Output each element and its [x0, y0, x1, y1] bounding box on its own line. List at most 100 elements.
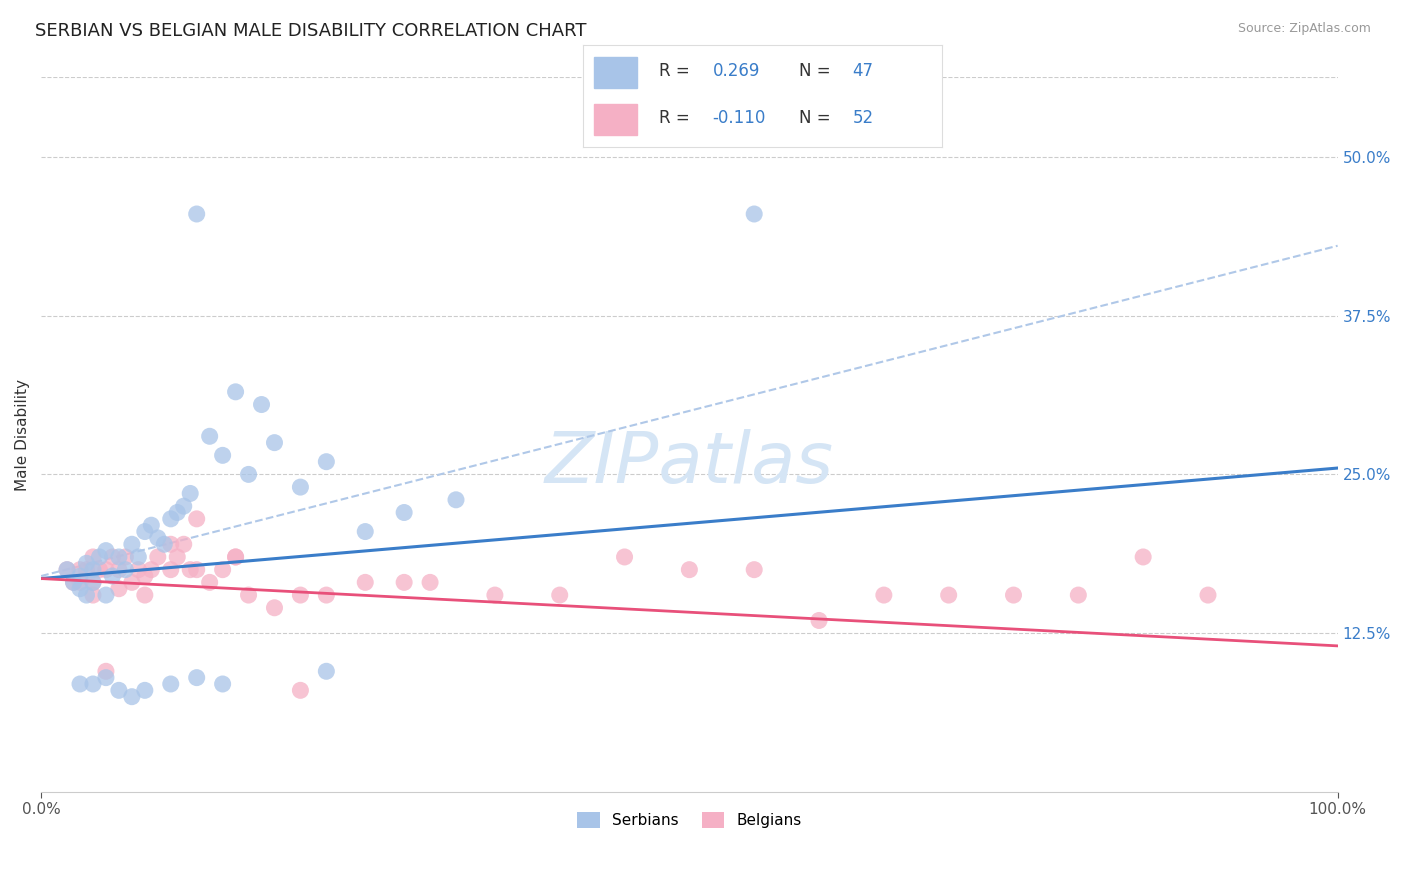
Point [82, 677, 104, 691]
Text: N =: N = [799, 62, 835, 80]
Point [873, 588, 896, 602]
Point [225, 549, 247, 564]
Point [159, 512, 181, 526]
Point [69, 563, 91, 577]
Point [76, 557, 98, 571]
Point [444, 492, 467, 507]
Point [484, 588, 506, 602]
Point [354, 524, 377, 539]
Point [613, 549, 636, 564]
Point [134, 588, 156, 602]
Point [211, 448, 233, 462]
Text: 52: 52 [852, 110, 873, 128]
Point [186, 563, 208, 577]
Point [290, 480, 312, 494]
Point [89, 563, 111, 577]
Point [141, 518, 163, 533]
Point [186, 207, 208, 221]
Point [315, 665, 337, 679]
Point [94, 543, 117, 558]
Point [134, 683, 156, 698]
Point [238, 467, 260, 482]
Point [159, 537, 181, 551]
Point [290, 588, 312, 602]
Point [392, 506, 415, 520]
Text: 0.269: 0.269 [713, 62, 759, 80]
Point [159, 677, 181, 691]
Y-axis label: Male Disability: Male Disability [15, 379, 30, 491]
Point [134, 569, 156, 583]
Point [121, 537, 143, 551]
Text: N =: N = [799, 110, 835, 128]
Point [101, 549, 124, 564]
Text: R =: R = [659, 62, 695, 80]
Point [82, 549, 104, 564]
Point [108, 549, 131, 564]
Point [82, 575, 104, 590]
Point [225, 549, 247, 564]
Point [121, 575, 143, 590]
Point [76, 588, 98, 602]
Point [76, 563, 98, 577]
Point [263, 600, 285, 615]
Point [186, 512, 208, 526]
Text: R =: R = [659, 110, 695, 128]
Text: Source: ZipAtlas.com: Source: ZipAtlas.com [1237, 22, 1371, 36]
Point [742, 563, 765, 577]
Point [173, 537, 195, 551]
Point [89, 549, 111, 564]
Point [1197, 588, 1219, 602]
Point [186, 671, 208, 685]
Point [808, 614, 831, 628]
Point [153, 537, 176, 551]
Point [548, 588, 571, 602]
Point [211, 677, 233, 691]
Point [238, 588, 260, 602]
Point [173, 499, 195, 513]
Point [108, 683, 131, 698]
Legend: Serbians, Belgians: Serbians, Belgians [571, 806, 808, 834]
Text: ZIPatlas: ZIPatlas [546, 429, 834, 498]
Point [419, 575, 441, 590]
Point [179, 486, 201, 500]
Point [1132, 549, 1154, 564]
Point [211, 563, 233, 577]
Text: -0.110: -0.110 [713, 110, 766, 128]
Point [114, 549, 136, 564]
Point [82, 563, 104, 577]
Point [1067, 588, 1090, 602]
Point [678, 563, 700, 577]
Point [127, 563, 149, 577]
Point [121, 690, 143, 704]
Point [114, 563, 136, 577]
Point [69, 677, 91, 691]
Bar [595, 57, 637, 87]
Point [69, 582, 91, 596]
Text: 47: 47 [852, 62, 873, 80]
Point [166, 506, 188, 520]
Point [166, 549, 188, 564]
Point [56, 563, 79, 577]
Point [108, 563, 131, 577]
Point [179, 563, 201, 577]
Point [159, 563, 181, 577]
Point [938, 588, 960, 602]
Point [290, 683, 312, 698]
Point [62, 575, 84, 590]
Point [315, 455, 337, 469]
Bar [595, 104, 637, 135]
Point [392, 575, 415, 590]
Point [250, 398, 273, 412]
Point [225, 384, 247, 399]
Point [1002, 588, 1025, 602]
Text: SERBIAN VS BELGIAN MALE DISABILITY CORRELATION CHART: SERBIAN VS BELGIAN MALE DISABILITY CORRE… [35, 22, 586, 40]
Point [134, 524, 156, 539]
Point [69, 575, 91, 590]
Point [198, 429, 221, 443]
Point [146, 549, 169, 564]
Point [315, 588, 337, 602]
Point [101, 569, 124, 583]
Point [263, 435, 285, 450]
Point [82, 575, 104, 590]
Point [94, 671, 117, 685]
